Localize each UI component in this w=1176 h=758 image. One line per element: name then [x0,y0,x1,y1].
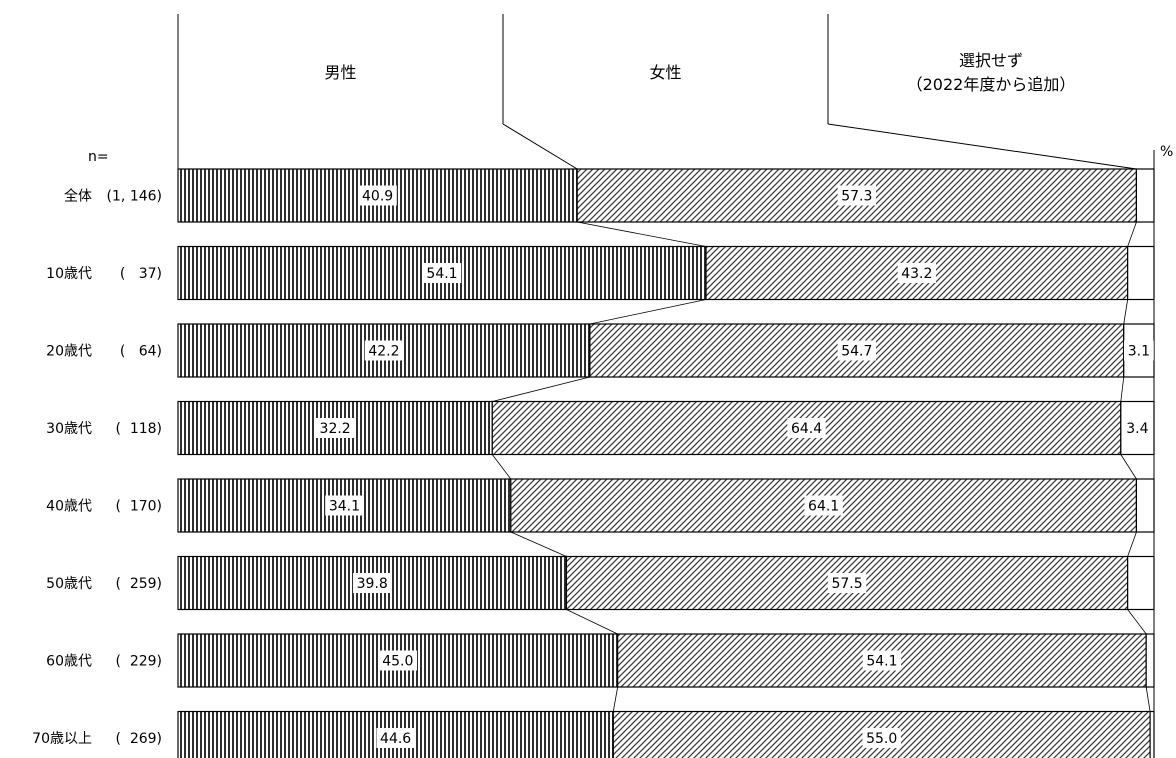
value-label-bg-4-2 [787,418,826,438]
value-labels: 40.9 57.3 54.1 43.2 42.2 54.7 3.1 32.2 64.4 3.4 34… [315,185,1154,748]
value-label-4-1: 32.2 [320,421,351,437]
n-value-1: (1, 146) [107,189,162,205]
value-label-1-2: 57.3 [841,189,872,205]
connector-1-2 [1127,221,1137,247]
value-label-bg-5-1 [325,495,364,516]
value-label-4-3: 3.4 [1126,421,1148,437]
bar-segment-3-row-6 [1127,555,1155,611]
legend-label-3-2: （2022年度から追加） [907,75,1076,94]
connector-5-1 [510,531,567,557]
value-label-bg-2-2 [897,263,937,283]
value-label-4-2: 64.4 [791,421,822,437]
bar-segment-3-row-1 [1135,168,1155,223]
connector-4-2 [1120,454,1137,480]
value-label-bg-7-1 [378,650,418,671]
value-label-1-1: 40.9 [362,189,393,205]
connector-6-2 [1127,609,1147,635]
unit-label: % [1160,144,1173,160]
value-label-bg-6-1 [353,573,392,593]
value-label-6-2: 57.5 [831,576,862,592]
connector-7-1 [612,686,619,712]
connector-2-2 [1123,299,1129,325]
connector-2-1 [589,299,707,325]
legend-label-1: 男性 [324,63,356,82]
category-label-4: 30歳代 [46,421,92,437]
value-label-bg-4-3 [1122,418,1153,438]
legend-label-3-1: 選択せず [959,51,1023,70]
value-label-bg-3-1 [364,340,404,361]
bar-segment-3-row-7 [1145,633,1155,688]
legend-leader-2 [502,123,578,170]
value-label-5-1: 34.1 [329,499,360,515]
category-label-8: 70歳以上 [32,731,92,747]
value-label-7-1: 45.0 [382,654,413,670]
value-label-bg-8-1 [376,728,415,748]
n-value-8: ( 269) [115,731,162,747]
connector-6-1 [566,609,618,635]
category-label-1: 全体 [64,188,92,205]
connector-4-1 [491,454,512,480]
connector-5-2 [1127,531,1137,557]
connector-1-1 [577,221,707,247]
value-label-7-2: 54.1 [866,654,897,670]
legend-label-2: 女性 [649,63,681,82]
bar-segment-3-row-8 [1149,710,1155,758]
legend-leader-3 [827,123,1137,170]
category-label-2: 10歳代 [46,266,92,282]
category-labels: 全体 (1, 146) 10歳代 ( 37) 20歳代 ( 64) 30歳代 ( 118) 40… [32,188,162,748]
n-value-4: ( 118) [115,421,162,437]
connector-3-2 [1120,376,1125,402]
value-label-bg-1-2 [837,185,877,206]
category-label-5: 40歳代 [46,499,92,515]
value-label-2-1: 54.1 [426,266,457,282]
n-label: n= [88,149,109,165]
value-label-bg-2-1 [422,263,462,283]
n-value-2: ( 37) [120,266,162,282]
value-label-5-2: 64.1 [808,499,839,515]
value-label-bg-3-3 [1123,340,1154,361]
bars [177,168,1155,758]
value-label-3-2: 54.7 [841,344,872,360]
bar-segment-3-row-5 [1135,478,1155,533]
value-label-bg-5-2 [804,495,843,516]
value-label-8-1: 44.6 [380,731,411,747]
category-label-3: 20歳代 [46,344,92,360]
connector-lines [491,221,1151,712]
connector-7-2 [1145,686,1151,712]
category-label-7: 60歳代 [46,654,92,670]
value-label-bg-3-2 [837,340,877,361]
category-label-6: 50歳代 [46,576,92,592]
n-value-5: ( 170) [115,499,162,515]
value-label-bg-1-1 [358,185,397,206]
n-value-6: ( 259) [115,576,162,592]
value-label-bg-4-1 [315,418,355,438]
value-label-bg-8-2 [862,728,901,748]
connector-3-1 [492,376,590,402]
value-label-3-3: 3.1 [1128,344,1150,360]
value-label-3-1: 42.2 [368,344,399,360]
value-label-2-2: 43.2 [901,266,932,282]
value-label-bg-6-2 [827,573,867,593]
value-label-bg-7-2 [862,650,902,671]
n-value-3: ( 64) [120,344,162,360]
n-value-7: ( 229) [115,654,162,670]
bar-segment-3-row-2 [1127,245,1155,301]
value-label-6-1: 39.8 [357,576,388,592]
value-label-8-2: 55.0 [866,731,897,747]
